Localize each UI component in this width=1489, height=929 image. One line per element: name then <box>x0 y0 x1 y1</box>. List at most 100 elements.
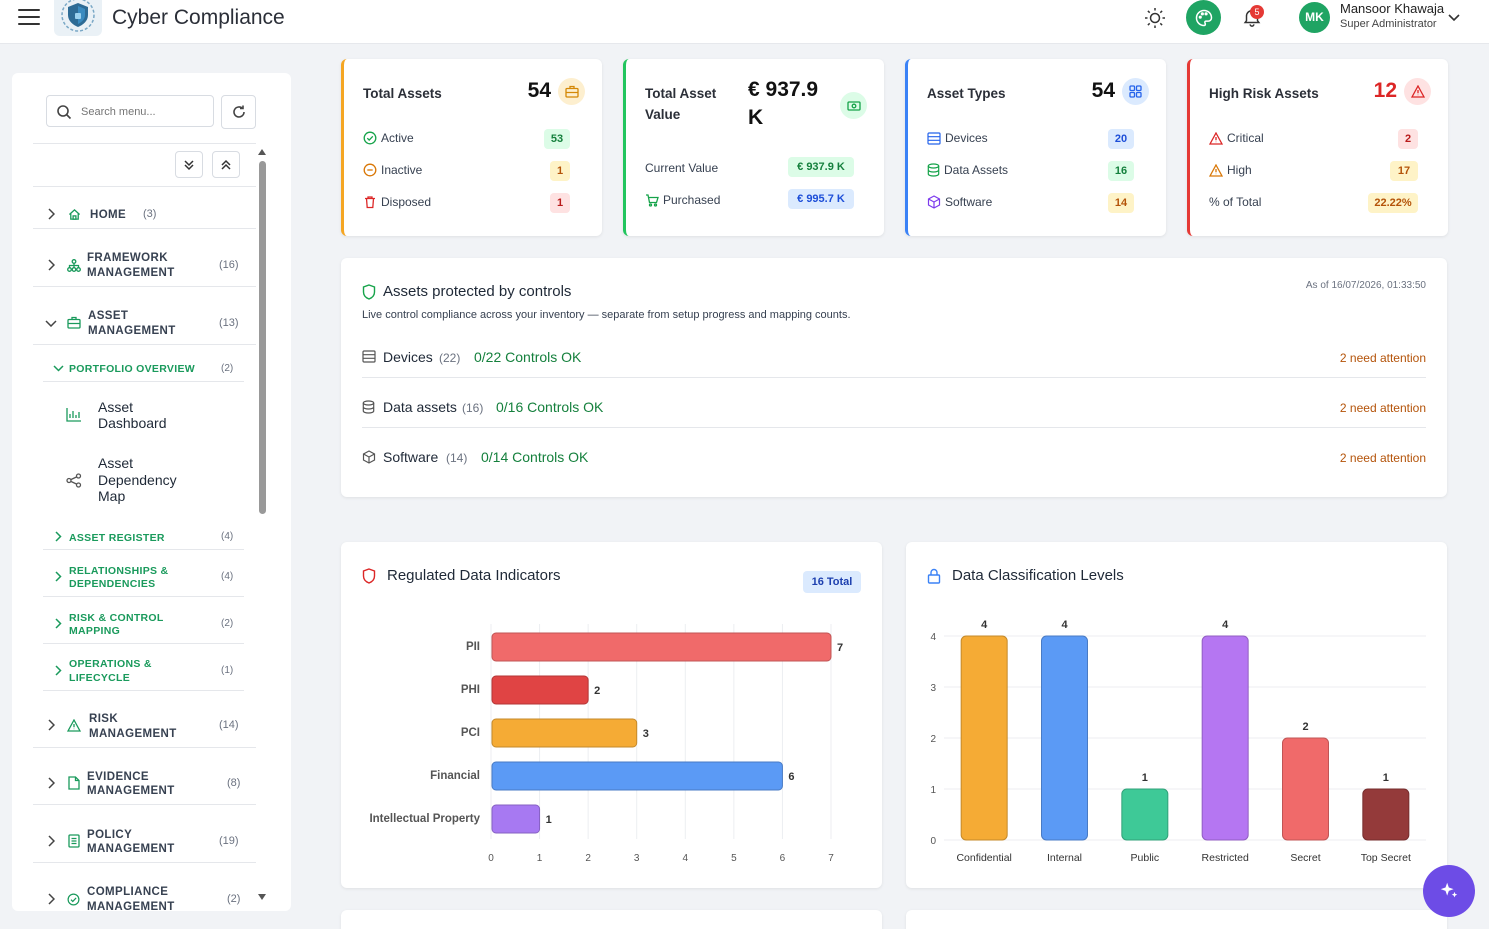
row-count: (16) <box>462 401 484 415</box>
kpi-row-critical: Critical <box>1209 131 1264 145</box>
chevron-right-icon <box>48 777 55 789</box>
warning-triangle-icon <box>1209 163 1223 177</box>
row-controls-ok: 0/16 Controls OK <box>496 399 604 415</box>
check-circle-icon <box>363 131 377 145</box>
hamburger-menu-icon[interactable] <box>18 8 40 26</box>
lock-icon <box>927 568 941 584</box>
kpi-row-label: Critical <box>1227 131 1264 145</box>
palette-button[interactable] <box>1186 0 1221 35</box>
kpi-card-total-asset-value[interactable]: Total Asset Value € 937.9 K Current Valu… <box>623 59 884 236</box>
scroll-down-arrow[interactable] <box>258 894 266 900</box>
chevron-right-icon <box>55 531 62 542</box>
kpi-title: High Risk Assets <box>1209 86 1319 101</box>
kpi-card-asset-types[interactable]: Asset Types 54 Devices 20 Data Assets 16… <box>905 59 1166 236</box>
user-menu-chevron-down-icon[interactable] <box>1447 10 1461 24</box>
bar <box>491 632 832 662</box>
app-logo[interactable] <box>54 0 102 36</box>
chevron-down-icon <box>45 320 57 327</box>
sidebar-subitem-count: (2) <box>221 363 234 374</box>
sidebar-item-count: (8) <box>227 777 241 789</box>
row-name: Data assets <box>383 399 457 415</box>
search-menu-field[interactable] <box>46 95 214 127</box>
kpi-value: € 937.9 <box>748 78 819 101</box>
divider <box>33 804 256 805</box>
kpi-row-value: 14 <box>1108 193 1134 213</box>
sidebar-leaf-label-line3: Map <box>98 488 126 504</box>
refresh-icon <box>232 105 245 118</box>
protected-row-devices[interactable]: Devices (22) 0/22 Controls OK 2 need att… <box>362 349 1426 399</box>
sidebar-subitem-label-line2: DEPENDENCIES <box>69 578 156 590</box>
sidebar-item-count: (2) <box>227 893 241 905</box>
kpi-row-high: High <box>1209 163 1252 177</box>
kpi-row-value: 16 <box>1108 161 1134 181</box>
data-label: 2 <box>594 685 600 697</box>
regulated-data-bar-chart: 0 1 2 3 4 5 6 7 PII 7 PHI 2 PCI 3 Financial 6 Intellectu… <box>369 624 843 864</box>
sidebar-item-label: ASSET <box>88 310 129 322</box>
sidebar-subitem-label-line2: LIFECYCLE <box>69 672 131 684</box>
data-label: 4 <box>1222 619 1229 631</box>
y-tick-label: 3 <box>930 683 936 694</box>
sidebar-item-label: COMPLIANCE <box>87 886 169 898</box>
kpi-card-total-assets[interactable]: Total Assets 54 Active 53 Inactive 1 Dis… <box>341 59 602 236</box>
warning-triangle-icon <box>67 719 81 732</box>
cube-icon <box>927 195 941 209</box>
row-name: Devices <box>383 349 433 365</box>
kpi-title-line2: Value <box>645 107 681 122</box>
bar <box>1282 737 1329 841</box>
shield-icon <box>362 568 376 584</box>
kpi-title: Asset Types <box>927 86 1006 101</box>
server-icon <box>362 350 376 363</box>
user-avatar[interactable]: MK <box>1299 2 1330 33</box>
sidebar-scrollbar[interactable] <box>259 161 266 514</box>
refresh-button[interactable] <box>221 95 256 129</box>
data-classification-bar-chart: 0 1 2 3 4 4 Confidential 4 Internal 1 Public 4 Restr… <box>930 619 1426 864</box>
kpi-row-value: 1 <box>550 193 570 213</box>
briefcase-icon <box>67 316 81 329</box>
chevron-right-icon <box>48 835 55 847</box>
protected-row-data-assets[interactable]: Data assets (16) 0/16 Controls OK 2 need… <box>362 399 1426 449</box>
category-label: Financial <box>430 770 480 782</box>
expand-all-button[interactable] <box>175 151 203 178</box>
sidebar-item-label-line2: MANAGEMENT <box>89 728 177 740</box>
kpi-row-label: Active <box>381 131 414 145</box>
x-category-label: Confidential <box>956 852 1011 864</box>
protected-row-software[interactable]: Software (14) 0/14 Controls OK 2 need at… <box>362 449 1426 499</box>
bar <box>1362 788 1410 841</box>
ai-assistant-button[interactable] <box>1423 865 1475 917</box>
category-label: PCI <box>461 727 480 739</box>
theme-toggle-sun-icon[interactable] <box>1143 6 1167 30</box>
divider <box>33 286 256 287</box>
sidebar-item-count: (14) <box>219 719 239 731</box>
row-count: (14) <box>446 451 468 465</box>
share-nodes-icon <box>66 473 82 488</box>
chart-title: Data Classification Levels <box>952 567 1124 584</box>
chevron-right-icon <box>55 618 62 629</box>
user-name[interactable]: Mansoor Khawaja <box>1340 1 1445 16</box>
collapse-all-button[interactable] <box>212 151 240 178</box>
server-icon <box>927 131 941 145</box>
chevron-right-icon <box>55 665 62 676</box>
kpi-row-label: % of Total <box>1209 195 1262 209</box>
row-attention[interactable]: 2 need attention <box>1339 351 1426 365</box>
search-menu-input[interactable] <box>81 102 209 122</box>
scroll-up-arrow[interactable] <box>258 149 266 155</box>
sidebar-item-label: RISK <box>89 713 119 725</box>
trash-icon <box>365 196 375 209</box>
kpi-row-value: € 937.9 K <box>788 157 854 177</box>
sidebar-leaf-label-line2: Dependency <box>98 472 177 488</box>
chart-title: Regulated Data Indicators <box>387 567 561 584</box>
row-attention[interactable]: 2 need attention <box>1339 401 1426 415</box>
kpi-row-percent-of-total: % of Total <box>1209 195 1261 209</box>
data-label: 1 <box>1142 772 1148 784</box>
sidebar-item-label-line2: MANAGEMENT <box>87 901 175 911</box>
row-attention[interactable]: 2 need attention <box>1339 451 1426 465</box>
palette-icon <box>1195 9 1212 26</box>
check-circle-icon <box>67 893 80 906</box>
divider <box>33 747 256 748</box>
kpi-row-label: Inactive <box>381 163 423 177</box>
sidebar-item-label-line2: MANAGEMENT <box>88 325 176 337</box>
kpi-card-high-risk-assets[interactable]: High Risk Assets 12 Critical 2 High 17 %… <box>1187 59 1448 236</box>
x-tick-label: 0 <box>488 853 494 864</box>
panel-subtitle: Live control compliance across your inve… <box>362 309 851 321</box>
shield-icon <box>362 284 376 300</box>
